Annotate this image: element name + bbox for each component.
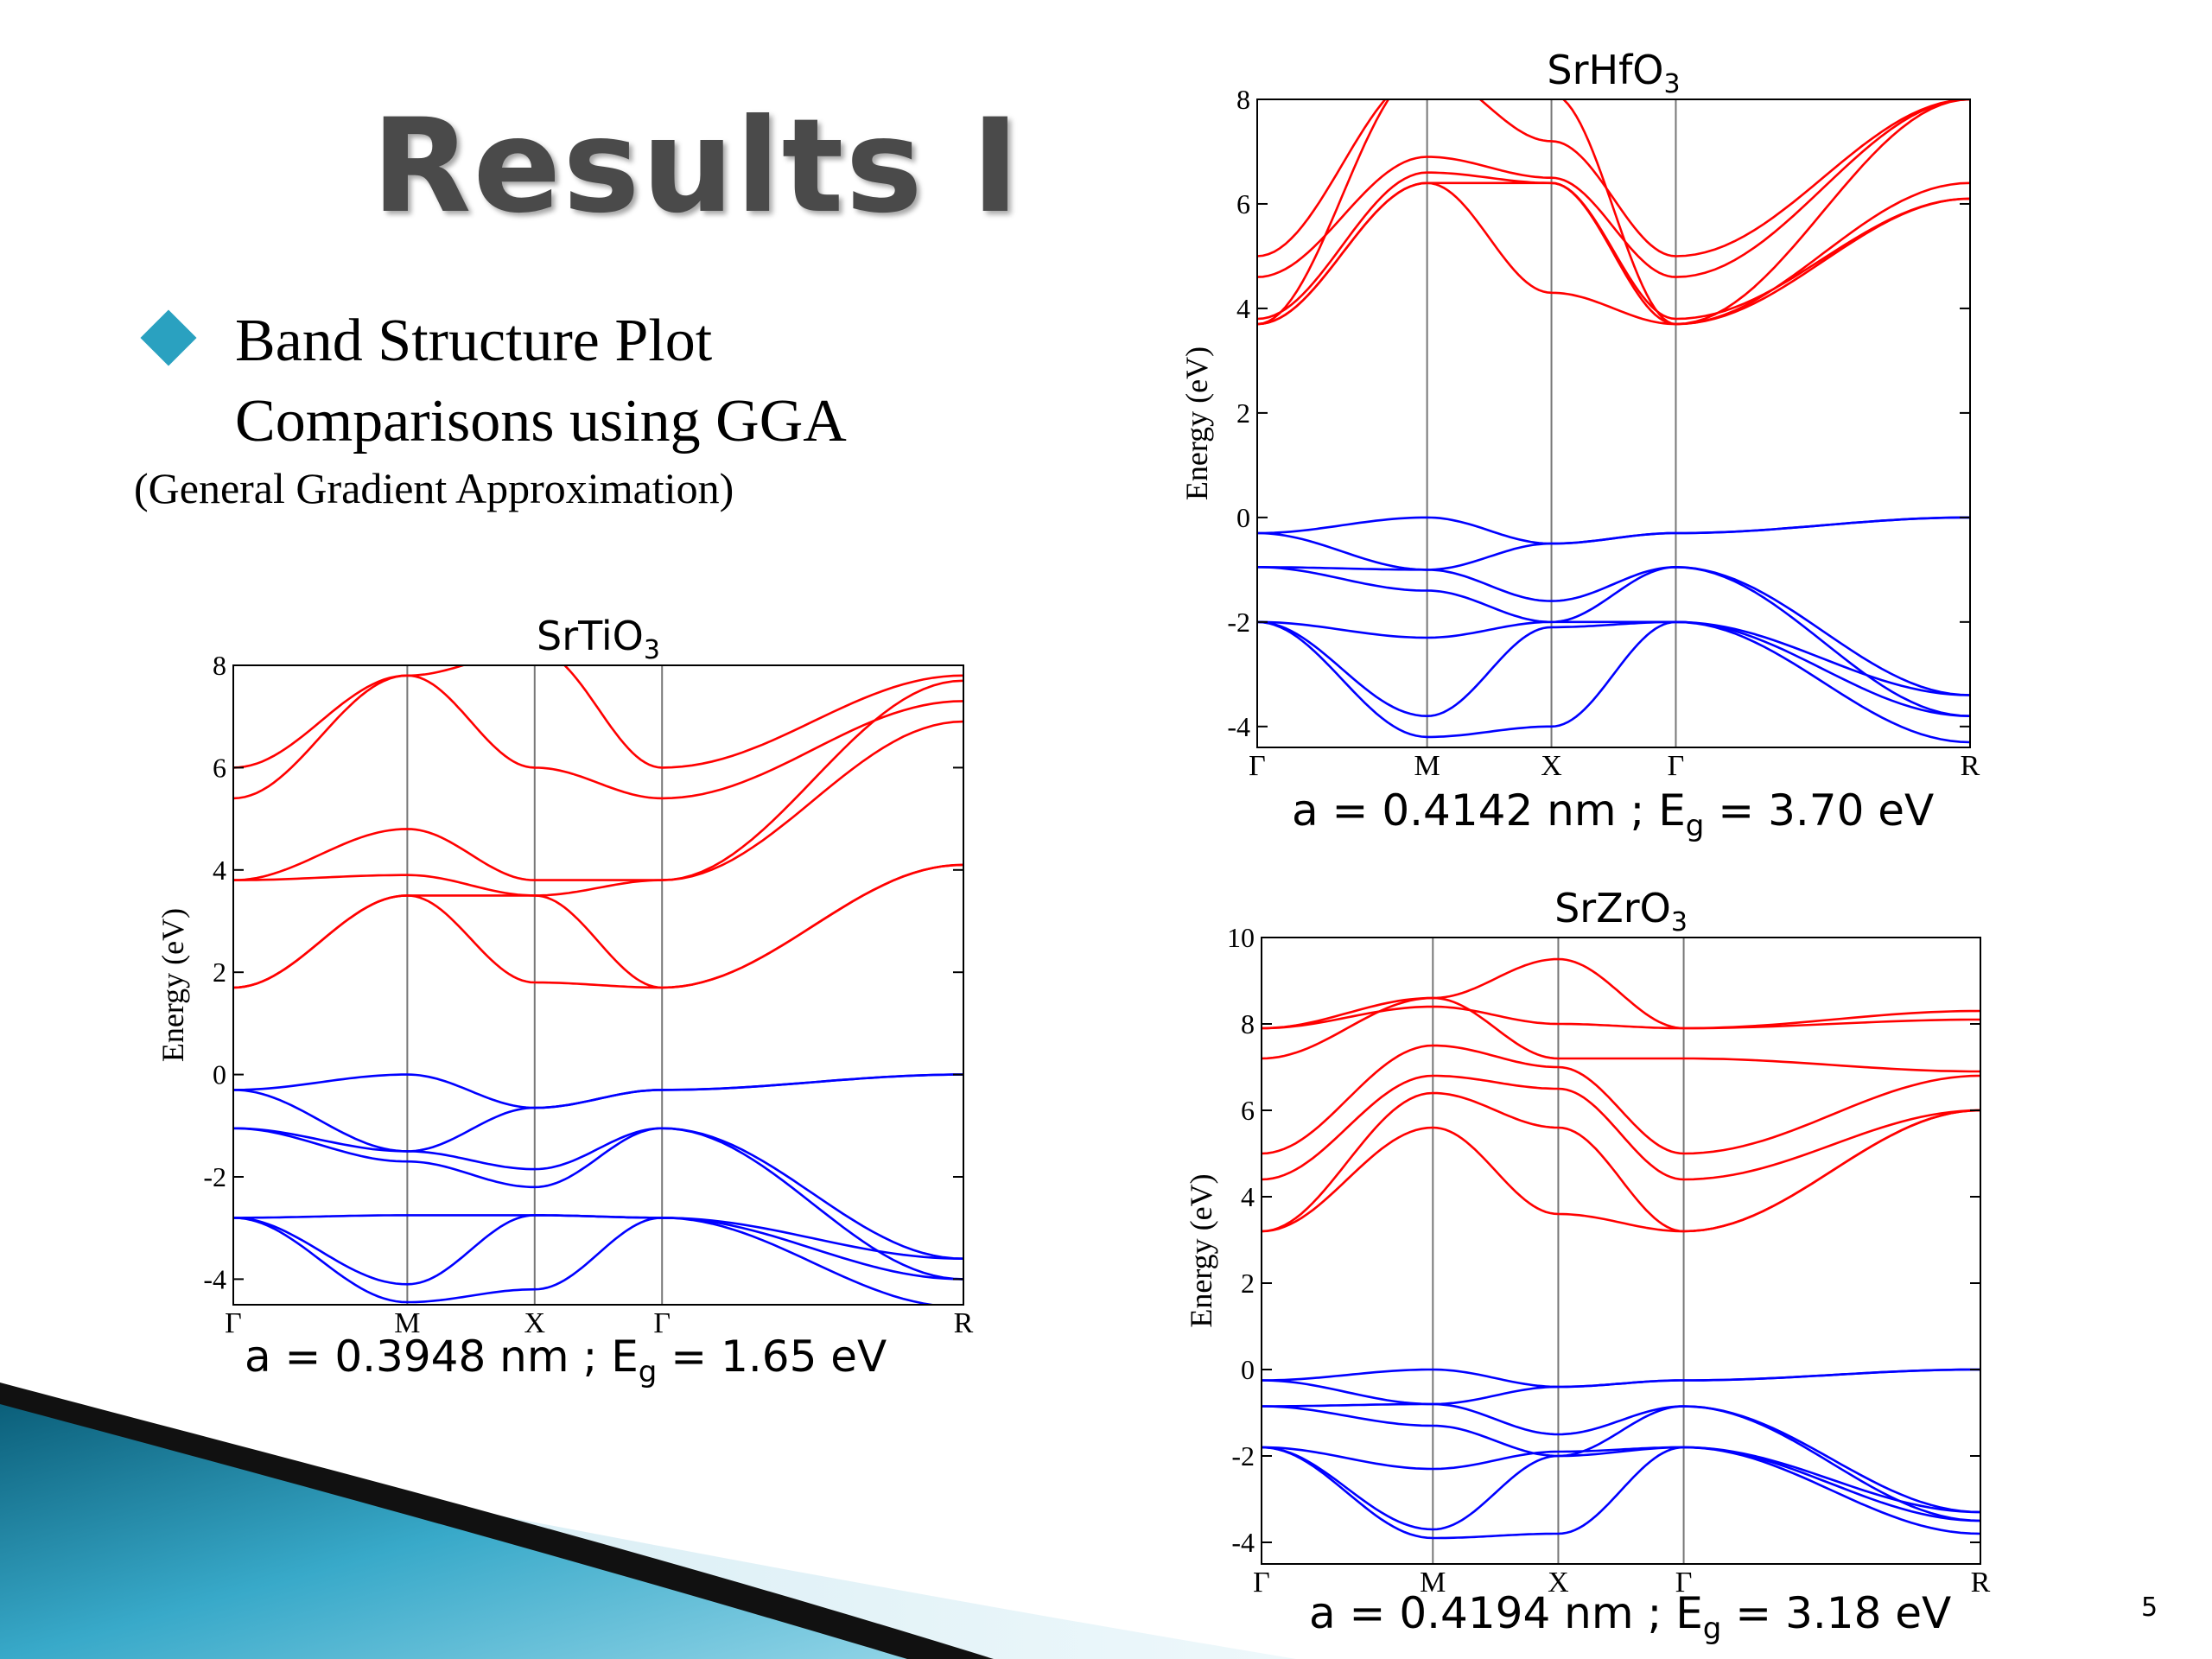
kpoint-label: R: [954, 1307, 974, 1339]
y-tick-label: 6: [213, 752, 226, 783]
y-tick-label: 6: [1241, 1095, 1255, 1126]
kpoint-label: Γ: [1675, 1567, 1693, 1599]
y-axis-label: Energy (eV): [156, 908, 190, 1062]
page-number: 5: [2141, 1592, 2158, 1623]
band-line: [1257, 99, 1970, 278]
kpoint-label: Γ: [653, 1307, 671, 1339]
band-line: [233, 863, 963, 989]
band-line: [233, 863, 963, 989]
caption-sub: g: [638, 1355, 658, 1389]
band-line: [1257, 516, 1970, 571]
plot-caption-srhfo3: a = 0.4142 nm ; Eg = 3.70 eV: [1292, 789, 1934, 841]
kpoint-label: X: [1548, 1567, 1569, 1599]
plot-frame: [232, 664, 964, 1306]
y-tick-label: 8: [213, 650, 226, 681]
y-tick-label: 0: [1241, 1354, 1255, 1385]
caption-sub: g: [1685, 809, 1705, 843]
band-line: [233, 1127, 963, 1260]
band-line: [1257, 565, 1970, 717]
band-line: [1257, 181, 1970, 326]
plot-caption-srzro3: a = 0.4194 nm ; Eg = 3.18 eV: [1309, 1592, 1951, 1643]
y-axis-label: Energy (eV): [1184, 1173, 1218, 1327]
kpoint-label: Γ: [1249, 750, 1266, 782]
bullet-text-line-2: Comparisons using GGA: [235, 388, 847, 454]
kpoint-label: M: [1420, 1567, 1446, 1599]
band-line: [1262, 1402, 1980, 1514]
plot-frame: [1261, 937, 1981, 1565]
band-line: [233, 720, 963, 881]
kpoint-label: X: [524, 1307, 546, 1339]
band-line: [233, 1073, 963, 1153]
caption-sub: g: [1702, 1611, 1722, 1646]
band-line: [1257, 565, 1970, 696]
kpoint-label: M: [1414, 750, 1440, 782]
y-tick-label: 2: [213, 957, 226, 988]
y-tick-label: 2: [1241, 1268, 1255, 1299]
kpoint-label: Γ: [225, 1307, 242, 1339]
band-structure-plot-srzro3: SrZrO3 -4 -2 0 2 4 6 8 10 Energy (eV) Γ M X Γ R: [1184, 885, 1991, 1599]
band-line: [1262, 1446, 1980, 1531]
bullet-text-line-1: Band Structure Plot: [235, 308, 713, 374]
kpoint-label: Γ: [1253, 1567, 1270, 1599]
plot-title: SrHfO3: [1547, 47, 1680, 99]
kpoint-label: R: [1961, 750, 1980, 782]
band-line: [233, 1217, 940, 1305]
plot-title: SrZrO3: [1554, 885, 1688, 938]
band-line: [1262, 996, 1980, 1073]
caption-eg-text: = 1.65 eV: [657, 1332, 887, 1382]
caption-a-text: a = 0.3948 nm ; E: [245, 1332, 639, 1382]
y-tick-label: 6: [1236, 188, 1250, 219]
bullet-subtext: (General Gradient Approximation): [134, 464, 734, 512]
kpoint-label: Γ: [1668, 750, 1685, 782]
y-tick-label: -4: [1231, 1527, 1255, 1558]
plot-title: SrTiO3: [537, 613, 660, 665]
band-line: [1257, 181, 1970, 326]
plot-caption-srtio3: a = 0.3948 nm ; Eg = 1.65 eV: [245, 1335, 887, 1387]
band-line: [1262, 957, 1980, 1030]
band-line: [1262, 1091, 1980, 1233]
band-line: [233, 1214, 963, 1286]
band-line: [1262, 1446, 1980, 1514]
y-tick-label: -4: [1227, 711, 1250, 742]
slide-title: Results I: [372, 92, 1021, 242]
y-tick-label: 4: [213, 855, 226, 886]
plot-frame: [1256, 99, 1971, 748]
band-line: [233, 1127, 963, 1281]
kpoint-label: X: [1541, 750, 1562, 782]
band-line: [1262, 1368, 1980, 1406]
caption-eg-text: = 3.18 eV: [1721, 1588, 1952, 1638]
y-tick-label: -4: [203, 1263, 226, 1294]
band-line: [1262, 1044, 1980, 1155]
band-line: [233, 665, 963, 769]
band-line: [1257, 620, 1970, 718]
y-tick-label: 8: [1241, 1008, 1255, 1039]
band-structure-plot-srtio3: SrTiO3 -4 -2 0 2 4 6 8 Energy (eV) Γ M X Γ R: [156, 613, 974, 1339]
band-structure-plot-srhfo3: SrHfO3 -4 -2 0 2 4 6 8 Energy (eV) Γ M X Γ R: [1179, 47, 1980, 782]
band-line: [1262, 1109, 1980, 1233]
y-tick-label: -2: [203, 1161, 226, 1192]
y-tick-label: -2: [1227, 607, 1250, 638]
y-axis-label: Energy (eV): [1179, 346, 1214, 500]
band-line: [1262, 1074, 1980, 1181]
y-tick-label: 2: [1236, 397, 1250, 429]
y-tick-label: 4: [1241, 1181, 1255, 1212]
band-line: [233, 674, 963, 800]
y-tick-label: 8: [1236, 84, 1250, 115]
kpoint-label: M: [394, 1307, 420, 1339]
y-tick-label: 0: [1236, 502, 1250, 533]
caption-a-text: a = 0.4142 nm ; E: [1292, 785, 1686, 836]
band-line: [1257, 620, 1970, 696]
caption-a-text: a = 0.4194 nm ; E: [1309, 1588, 1703, 1638]
y-tick-label: 10: [1227, 922, 1255, 953]
band-line: [1257, 99, 1970, 257]
y-tick-label: 0: [213, 1059, 226, 1090]
band-line: [1257, 99, 1970, 326]
y-tick-label: 4: [1236, 293, 1250, 324]
band-line: [1262, 1446, 1980, 1540]
band-line: [1257, 620, 1970, 744]
caption-eg-text: = 3.70 eV: [1704, 785, 1935, 836]
kpoint-label: R: [1971, 1567, 1991, 1599]
y-tick-label: -2: [1231, 1440, 1255, 1471]
